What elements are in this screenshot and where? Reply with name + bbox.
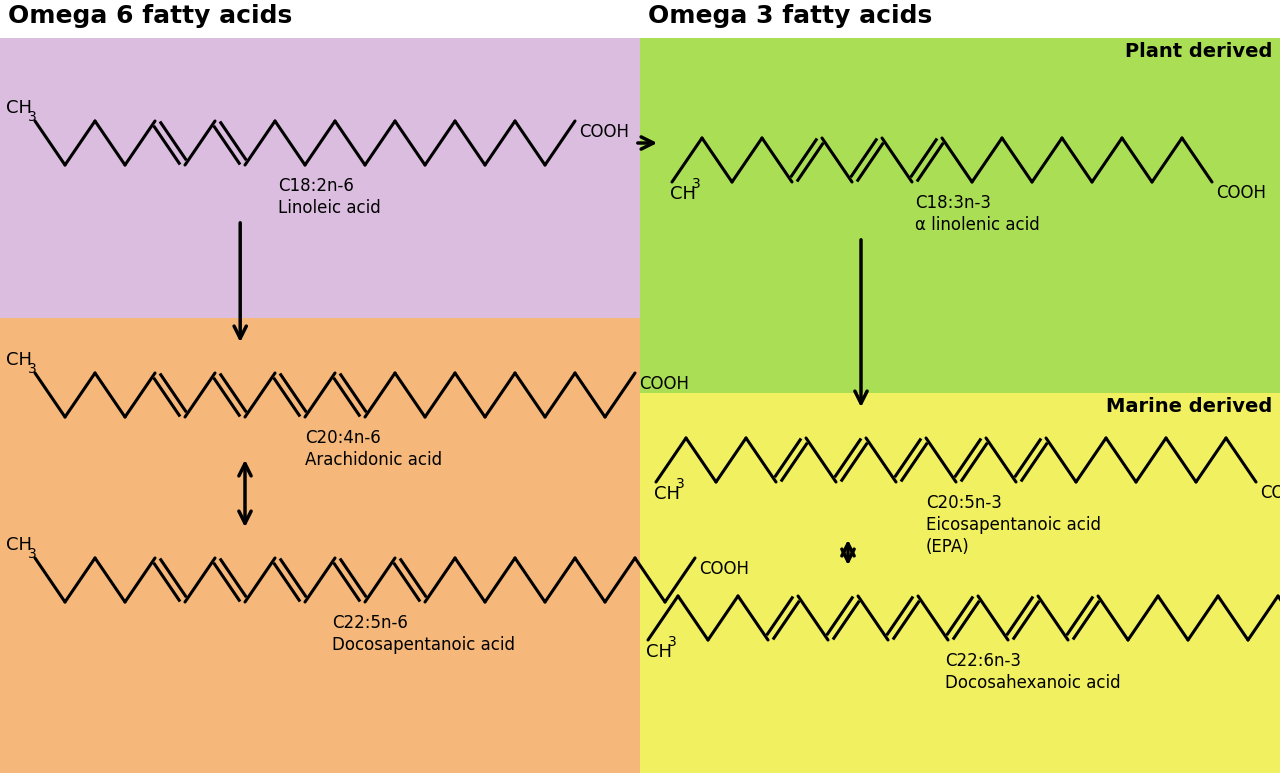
Bar — [0, 38, 640, 773]
Text: Docosapentanoic acid: Docosapentanoic acid — [332, 636, 515, 654]
Text: 3: 3 — [28, 547, 37, 561]
Text: COOH: COOH — [1260, 484, 1280, 502]
Text: CH: CH — [6, 99, 32, 117]
Text: C18:3n-3: C18:3n-3 — [915, 194, 991, 212]
Text: C18:2n-6: C18:2n-6 — [278, 177, 353, 195]
Text: CH: CH — [6, 351, 32, 369]
Text: CH: CH — [646, 643, 672, 661]
Text: Linoleic acid: Linoleic acid — [278, 199, 380, 217]
Text: Arachidonic acid: Arachidonic acid — [305, 451, 442, 469]
Text: Omega 3 fatty acids: Omega 3 fatty acids — [648, 4, 932, 28]
Text: Plant derived: Plant derived — [1125, 42, 1272, 61]
Text: 3: 3 — [676, 477, 685, 491]
Text: CH: CH — [669, 185, 696, 203]
Text: Docosahexanoic acid: Docosahexanoic acid — [945, 674, 1120, 692]
Text: CH: CH — [654, 485, 680, 503]
Text: COOH: COOH — [579, 123, 628, 141]
Text: C22:5n-6: C22:5n-6 — [332, 614, 408, 632]
Text: CH: CH — [6, 536, 32, 554]
Bar — [640, 38, 1280, 773]
Text: Marine derived: Marine derived — [1106, 397, 1272, 416]
Text: C22:6n-3: C22:6n-3 — [945, 652, 1021, 670]
Text: 3: 3 — [668, 635, 677, 649]
Text: COOH: COOH — [699, 560, 749, 578]
Text: Eicosapentanoic acid: Eicosapentanoic acid — [925, 516, 1101, 534]
Bar — [0, 318, 640, 773]
Text: C20:5n-3: C20:5n-3 — [925, 494, 1002, 512]
Text: C20:4n-6: C20:4n-6 — [305, 429, 380, 447]
Text: COOH: COOH — [1216, 184, 1266, 202]
Text: 3: 3 — [28, 362, 37, 376]
Bar — [640, 393, 1280, 773]
Text: α linolenic acid: α linolenic acid — [915, 216, 1039, 234]
Text: COOH: COOH — [639, 375, 689, 393]
Text: (EPA): (EPA) — [925, 538, 970, 556]
Text: 3: 3 — [692, 177, 700, 191]
Text: Omega 6 fatty acids: Omega 6 fatty acids — [8, 4, 292, 28]
Text: 3: 3 — [28, 110, 37, 124]
